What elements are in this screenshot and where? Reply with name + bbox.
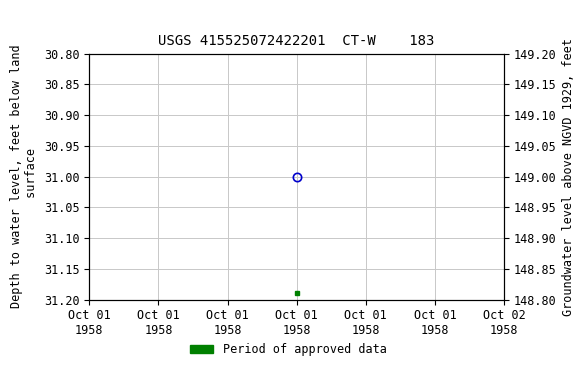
Y-axis label: Depth to water level, feet below land
 surface: Depth to water level, feet below land su… — [10, 45, 39, 308]
Legend: Period of approved data: Period of approved data — [185, 338, 391, 361]
Title: USGS 415525072422201  CT-W    183: USGS 415525072422201 CT-W 183 — [158, 35, 435, 48]
Y-axis label: Groundwater level above NGVD 1929, feet: Groundwater level above NGVD 1929, feet — [562, 38, 575, 316]
